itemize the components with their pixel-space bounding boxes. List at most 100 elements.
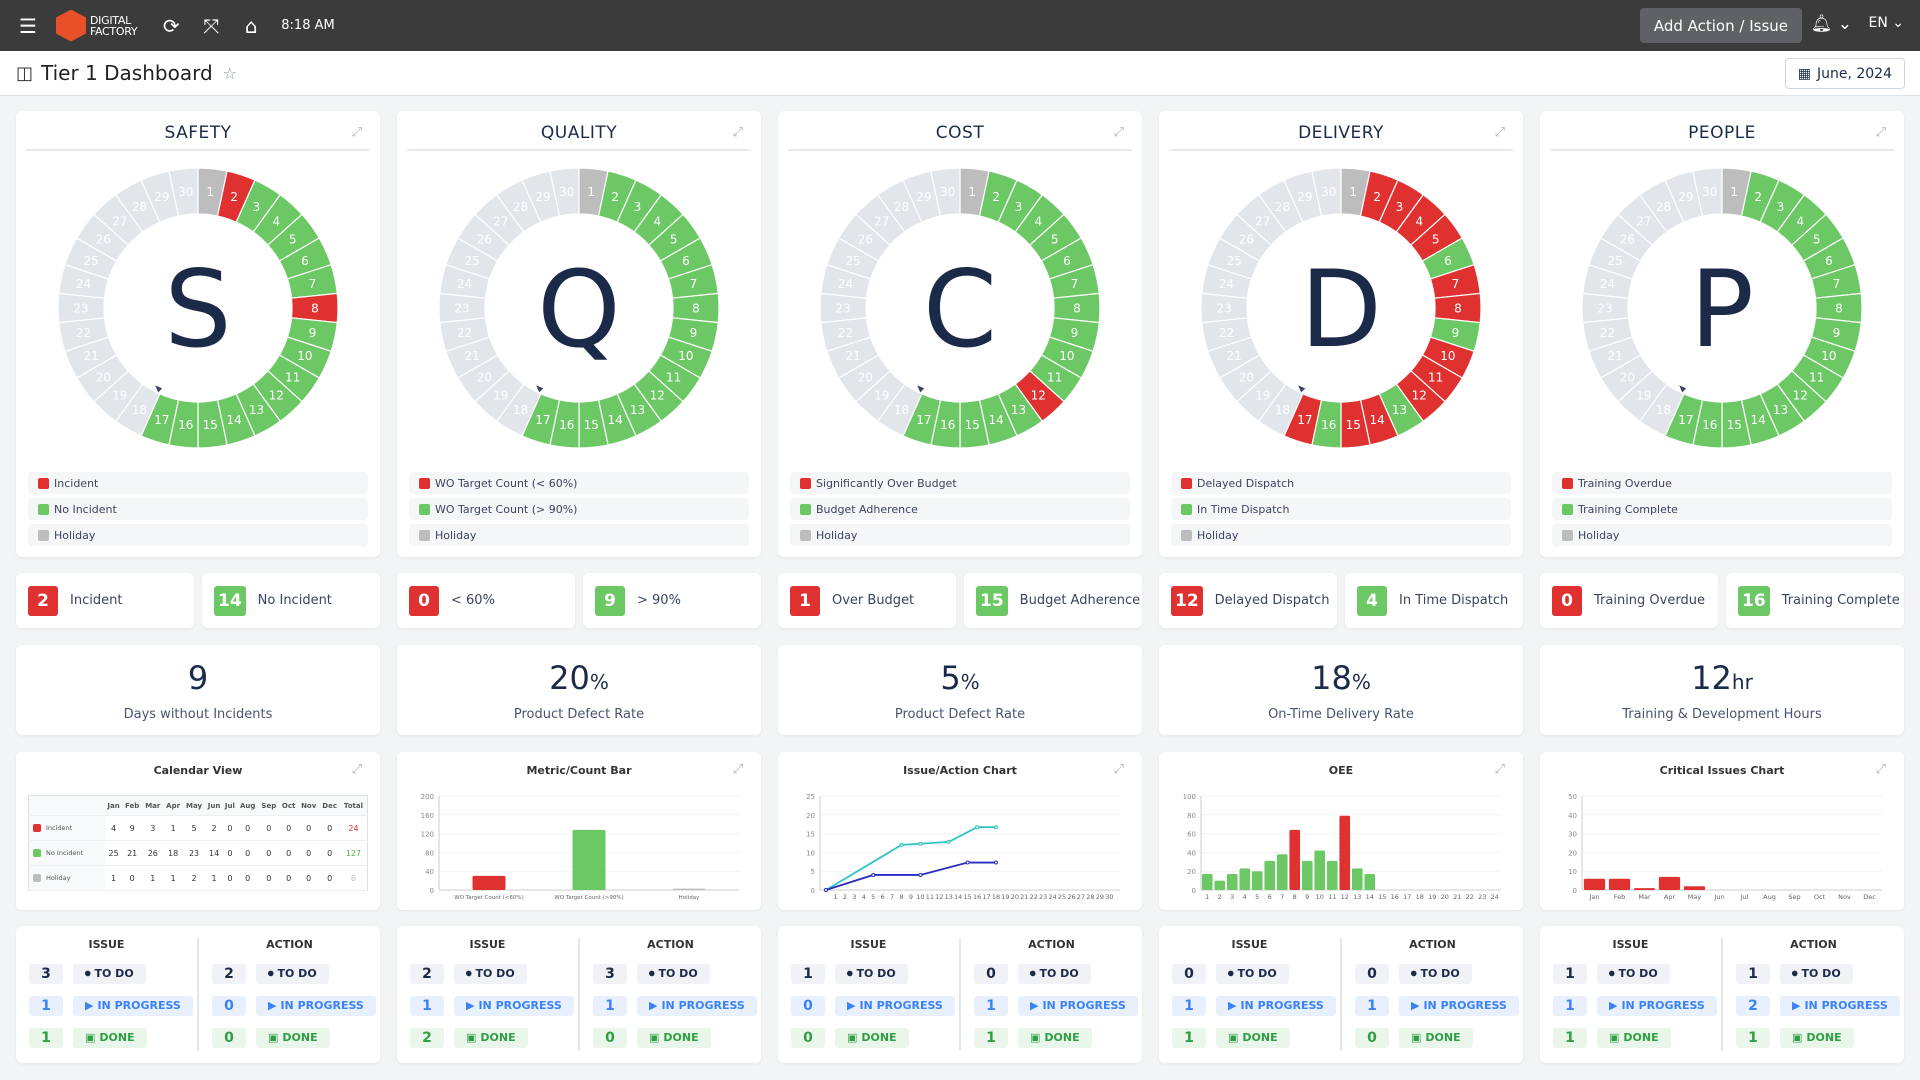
bar[interactable] bbox=[1226, 874, 1238, 890]
expand-icon[interactable]: ⤢ bbox=[1875, 762, 1886, 777]
data-point[interactable] bbox=[965, 860, 970, 865]
in-progress-status-badge[interactable]: ▶ IN PROGRESS bbox=[256, 995, 376, 1016]
in-progress-row[interactable]: 1 ▶ IN PROGRESS bbox=[1159, 993, 1340, 1018]
expand-icon[interactable]: ⤢ bbox=[1113, 762, 1124, 777]
bar[interactable] bbox=[1658, 876, 1681, 890]
expand-icon[interactable]: ⤢ bbox=[351, 125, 362, 140]
done-status-badge[interactable]: ▣ DONE bbox=[1018, 1027, 1092, 1048]
in-progress-row[interactable]: 0 ▶ IN PROGRESS bbox=[199, 993, 380, 1018]
bar[interactable] bbox=[1314, 850, 1326, 890]
date-picker-button[interactable]: ▦ June, 2024 bbox=[1784, 58, 1905, 89]
in-progress-row[interactable]: 1 ▶ IN PROGRESS bbox=[580, 993, 761, 1018]
home-icon[interactable]: ⌂ bbox=[244, 13, 258, 38]
in-progress-row[interactable]: 1 ▶ IN PROGRESS bbox=[397, 993, 578, 1018]
in-progress-status-badge[interactable]: ▶ IN PROGRESS bbox=[637, 995, 757, 1016]
done-status-badge[interactable]: ▣ DONE bbox=[1597, 1027, 1671, 1048]
done-row[interactable]: 1 ▣ DONE bbox=[1723, 1025, 1904, 1050]
todo-status-badge[interactable]: ⏺ TO DO bbox=[1399, 963, 1472, 984]
done-row[interactable]: 1 ▣ DONE bbox=[1159, 1025, 1340, 1050]
done-row[interactable]: 0 ▣ DONE bbox=[1342, 1025, 1523, 1050]
in-progress-row[interactable]: 1 ▶ IN PROGRESS bbox=[1342, 993, 1523, 1018]
in-progress-status-badge[interactable]: ▶ IN PROGRESS bbox=[1018, 995, 1138, 1016]
in-progress-status-badge[interactable]: ▶ IN PROGRESS bbox=[835, 995, 955, 1016]
done-row[interactable]: 0 ▣ DONE bbox=[580, 1025, 761, 1050]
bar[interactable] bbox=[1289, 829, 1301, 890]
done-status-badge[interactable]: ▣ DONE bbox=[256, 1027, 330, 1048]
todo-row[interactable]: 1 ⏺ TO DO bbox=[1723, 961, 1904, 986]
bar[interactable] bbox=[1326, 860, 1338, 890]
expand-icon[interactable]: ⤢ bbox=[732, 762, 743, 777]
in-progress-status-badge[interactable]: ▶ IN PROGRESS bbox=[73, 995, 193, 1016]
data-point[interactable] bbox=[975, 825, 980, 830]
todo-status-badge[interactable]: ⏺ TO DO bbox=[835, 963, 908, 984]
bar[interactable] bbox=[1214, 880, 1226, 890]
data-point[interactable] bbox=[918, 841, 923, 846]
data-point[interactable] bbox=[824, 888, 828, 892]
done-row[interactable]: 2 ▣ DONE bbox=[397, 1025, 578, 1050]
data-point[interactable] bbox=[918, 872, 923, 877]
data-point[interactable] bbox=[993, 825, 998, 830]
bar[interactable] bbox=[1633, 888, 1656, 890]
todo-row[interactable]: 0 ⏺ TO DO bbox=[1159, 961, 1340, 986]
in-progress-status-badge[interactable]: ▶ IN PROGRESS bbox=[454, 995, 574, 1016]
expand-icon[interactable]: ⤢ bbox=[1875, 125, 1886, 140]
todo-status-badge[interactable]: ⏺ TO DO bbox=[1018, 963, 1091, 984]
in-progress-row[interactable]: 1 ▶ IN PROGRESS bbox=[961, 993, 1142, 1018]
in-progress-status-badge[interactable]: ▶ IN PROGRESS bbox=[1597, 995, 1717, 1016]
data-point[interactable] bbox=[993, 860, 998, 865]
todo-status-badge[interactable]: ⏺ TO DO bbox=[454, 963, 527, 984]
bar[interactable] bbox=[1201, 874, 1213, 890]
in-progress-row[interactable]: 1 ▶ IN PROGRESS bbox=[16, 993, 197, 1018]
expand-icon[interactable]: ⤢ bbox=[351, 762, 362, 777]
done-row[interactable]: 1 ▣ DONE bbox=[16, 1025, 197, 1050]
in-progress-row[interactable]: 1 ▶ IN PROGRESS bbox=[1540, 993, 1721, 1018]
bar[interactable] bbox=[1276, 854, 1288, 890]
day-segment-30[interactable] bbox=[1692, 167, 1723, 217]
done-row[interactable]: 0 ▣ DONE bbox=[199, 1025, 380, 1050]
bar[interactable] bbox=[672, 888, 706, 890]
bar[interactable] bbox=[1364, 874, 1376, 890]
day-segment-30[interactable] bbox=[1311, 167, 1342, 217]
done-row[interactable]: 1 ▣ DONE bbox=[961, 1025, 1142, 1050]
day-segment-30[interactable] bbox=[930, 167, 961, 217]
todo-status-badge[interactable]: ⏺ TO DO bbox=[256, 963, 329, 984]
bar[interactable] bbox=[1583, 878, 1606, 890]
expand-icon[interactable]: ⤢ bbox=[732, 125, 743, 140]
bar[interactable] bbox=[572, 829, 606, 890]
refresh-icon[interactable]: ⟳ bbox=[162, 13, 180, 38]
menu-icon[interactable]: ☰ bbox=[19, 13, 37, 38]
bar[interactable] bbox=[1351, 868, 1363, 890]
data-point[interactable] bbox=[899, 842, 904, 847]
bar[interactable] bbox=[1239, 868, 1251, 890]
todo-row[interactable]: 0 ⏺ TO DO bbox=[961, 961, 1142, 986]
language-selector[interactable]: EN ⌄ bbox=[1868, 15, 1904, 31]
data-point[interactable] bbox=[946, 839, 951, 844]
todo-row[interactable]: 1 ⏺ TO DO bbox=[778, 961, 959, 986]
data-point[interactable] bbox=[871, 872, 876, 877]
todo-row[interactable]: 2 ⏺ TO DO bbox=[397, 961, 578, 986]
done-status-badge[interactable]: ▣ DONE bbox=[73, 1027, 147, 1048]
todo-status-badge[interactable]: ⏺ TO DO bbox=[637, 963, 710, 984]
todo-row[interactable]: 2 ⏺ TO DO bbox=[199, 961, 380, 986]
logo[interactable]: DIGITAL FACTORY bbox=[56, 9, 138, 42]
notifications-bell-icon[interactable]: 🔔︎ ⌄ bbox=[1810, 14, 1852, 34]
done-status-badge[interactable]: ▣ DONE bbox=[1780, 1027, 1854, 1048]
todo-status-badge[interactable]: ⏺ TO DO bbox=[1597, 963, 1670, 984]
done-status-badge[interactable]: ▣ DONE bbox=[1399, 1027, 1473, 1048]
todo-row[interactable]: 3 ⏺ TO DO bbox=[580, 961, 761, 986]
expand-icon[interactable]: ⤢ bbox=[1113, 125, 1124, 140]
add-action-issue-button[interactable]: Add Action / Issue bbox=[1639, 8, 1802, 43]
done-status-badge[interactable]: ▣ DONE bbox=[835, 1027, 909, 1048]
day-segment-30[interactable] bbox=[168, 167, 199, 217]
todo-status-badge[interactable]: ⏺ TO DO bbox=[1780, 963, 1853, 984]
expand-icon[interactable]: ⤢ bbox=[1494, 762, 1505, 777]
bar[interactable] bbox=[1608, 878, 1631, 890]
expand-icon[interactable]: ⤢ bbox=[1494, 125, 1505, 140]
done-status-badge[interactable]: ▣ DONE bbox=[1216, 1027, 1290, 1048]
day-segment-30[interactable] bbox=[549, 167, 580, 217]
bar[interactable] bbox=[1339, 815, 1351, 890]
bar[interactable] bbox=[1301, 860, 1313, 890]
todo-status-badge[interactable]: ⏺ TO DO bbox=[73, 963, 146, 984]
in-progress-status-badge[interactable]: ▶ IN PROGRESS bbox=[1780, 995, 1900, 1016]
in-progress-status-badge[interactable]: ▶ IN PROGRESS bbox=[1399, 995, 1519, 1016]
